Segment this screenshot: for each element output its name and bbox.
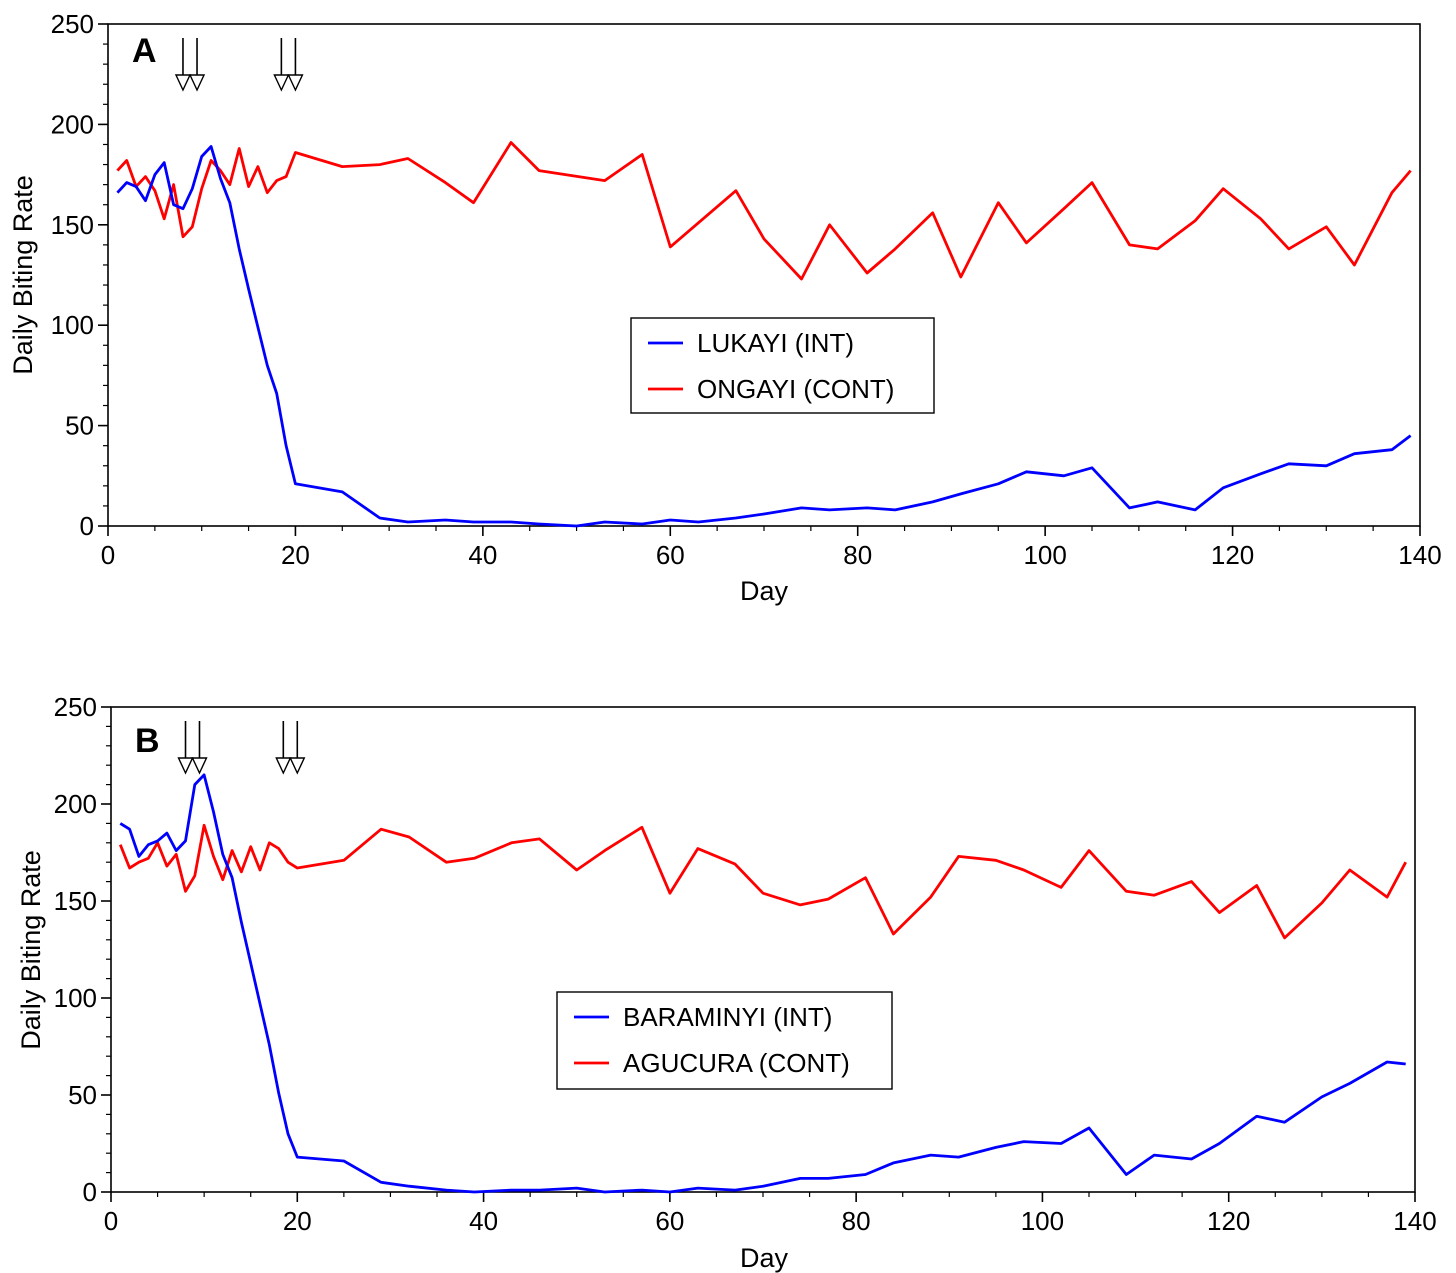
series-line-1 xyxy=(118,823,1407,940)
x-tick-label: 100 xyxy=(1023,540,1066,570)
x-tick-label: 40 xyxy=(469,1206,498,1236)
arrow-marker xyxy=(174,38,192,92)
legend-entry: ONGAYI (CONT) xyxy=(697,374,894,404)
legend: BARAMINYI (INT) AGUCURA (CONT) xyxy=(556,991,893,1090)
y-tick-label: 250 xyxy=(51,9,94,39)
plot-frame xyxy=(107,23,1421,527)
x-tick-label: 20 xyxy=(281,540,310,570)
y-tick-label: 100 xyxy=(54,983,97,1013)
x-tick-label: 0 xyxy=(101,540,115,570)
y-tick-label: 200 xyxy=(51,109,94,139)
series-line-0 xyxy=(119,773,1406,1194)
plot-frame xyxy=(110,706,1416,1193)
x-tick-label: 140 xyxy=(1398,540,1441,570)
x-tick-label: 40 xyxy=(468,540,497,570)
x-tick-label: 0 xyxy=(104,1206,118,1236)
x-tick-label: 80 xyxy=(842,1206,871,1236)
legend-entry: BARAMINYI (INT) xyxy=(623,1002,832,1032)
panel-letter: A xyxy=(132,32,157,70)
x-tick-label: 20 xyxy=(283,1206,312,1236)
y-axis-label: Daily Biting Rate xyxy=(8,175,38,375)
x-tick-label: 120 xyxy=(1211,540,1254,570)
series-line-0 xyxy=(116,145,1412,528)
series-line-1 xyxy=(116,141,1412,281)
x-tick-label: 60 xyxy=(655,1206,684,1236)
legend-box xyxy=(556,991,893,1090)
y-tick-label: 250 xyxy=(54,692,97,722)
y-tick-label: 150 xyxy=(54,886,97,916)
arrow-marker xyxy=(188,38,206,92)
x-tick-label: 120 xyxy=(1207,1206,1250,1236)
y-tick-label: 100 xyxy=(51,310,94,340)
x-axis-label: Day xyxy=(740,576,789,606)
x-axis-label: Day xyxy=(740,1243,789,1273)
legend-box xyxy=(630,317,935,414)
arrow-marker xyxy=(191,721,208,775)
x-tick-label: 80 xyxy=(843,540,872,570)
y-tick-label: 0 xyxy=(83,1177,97,1207)
x-tick-label: 140 xyxy=(1393,1206,1436,1236)
panel-letter: B xyxy=(135,722,160,760)
y-tick-label: 200 xyxy=(54,789,97,819)
legend: LUKAYI (INT) ONGAYI (CONT) xyxy=(630,317,935,414)
arrow-marker xyxy=(273,38,290,92)
y-tick-label: 50 xyxy=(68,1080,97,1110)
arrow-marker xyxy=(289,721,306,775)
y-tick-label: 0 xyxy=(80,511,94,541)
legend-entry: AGUCURA (CONT) xyxy=(623,1048,850,1078)
legend-entry: LUKAYI (INT) xyxy=(697,328,854,358)
y-tick-label: 50 xyxy=(65,411,94,441)
x-tick-label: 100 xyxy=(1021,1206,1064,1236)
chart-panel-b: 0 50 100 150 200 250 0 20 40 60 80 100 120 140 Day Dail… xyxy=(16,692,1437,1273)
arrow-marker xyxy=(287,38,304,92)
x-tick-label: 60 xyxy=(656,540,685,570)
chart-panel-a: 0 50 100 150 200 250 0 20 40 60 80 100 120 140 Day Dail… xyxy=(8,9,1442,606)
arrow-marker xyxy=(275,721,292,775)
arrow-marker xyxy=(177,721,194,775)
y-tick-label: 150 xyxy=(51,210,94,240)
y-axis-label: Daily Biting Rate xyxy=(16,850,46,1050)
